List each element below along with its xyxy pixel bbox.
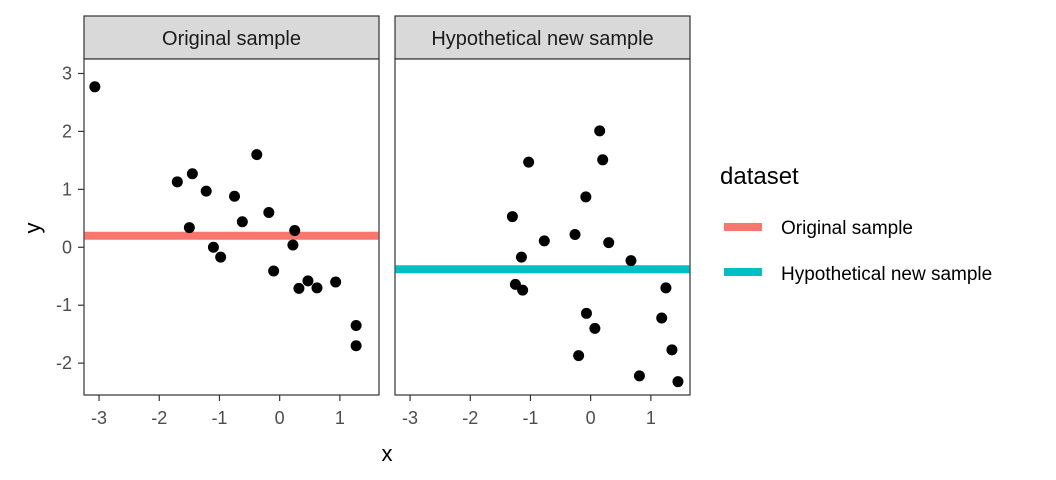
data-point — [656, 312, 668, 324]
data-point — [207, 241, 219, 253]
data-point — [573, 350, 585, 362]
panel-border — [394, 58, 691, 396]
y-tick-label: -2 — [56, 353, 72, 373]
data-point — [506, 211, 518, 223]
data-point — [311, 282, 323, 294]
data-point — [515, 251, 527, 263]
strip-background — [83, 15, 380, 60]
x-tick-label: -1 — [211, 408, 227, 428]
data-point — [289, 224, 301, 236]
data-point — [597, 154, 609, 166]
data-point — [183, 222, 195, 234]
data-point — [594, 125, 606, 137]
data-point — [523, 156, 535, 168]
y-tick-label: 0 — [62, 237, 72, 257]
panel-original: Original sample — [83, 15, 380, 396]
x-tick-label: -3 — [91, 408, 107, 428]
y-axis-title: y — [20, 223, 45, 234]
panel-hypothetical: Hypothetical new sample — [394, 15, 691, 396]
data-point — [229, 190, 241, 202]
x-axis-panel-2: -3 -2 -1 0 1 — [402, 395, 656, 428]
y-tick-label: 1 — [62, 179, 72, 199]
data-point — [236, 216, 248, 228]
x-tick-label: -1 — [522, 408, 538, 428]
x-axis-panel-1: -3 -2 -1 0 1 — [91, 395, 345, 428]
x-tick-label: 0 — [275, 408, 285, 428]
data-point — [200, 185, 212, 197]
legend-key-original — [724, 223, 762, 231]
x-tick-label: 0 — [586, 408, 596, 428]
data-point — [287, 239, 299, 251]
data-point — [350, 340, 362, 352]
data-point — [251, 149, 263, 161]
data-point — [302, 275, 314, 287]
x-tick-label: -2 — [151, 408, 167, 428]
data-point — [268, 265, 280, 277]
data-point — [603, 237, 615, 249]
strip-label: Hypothetical new sample — [431, 28, 653, 50]
strip-background — [394, 15, 691, 60]
x-tick-label: 1 — [646, 408, 656, 428]
legend: dataset Original sample Hypothetical new… — [720, 163, 992, 285]
data-point — [633, 370, 645, 382]
x-tick-label: -3 — [402, 408, 418, 428]
data-point — [171, 176, 183, 188]
data-point — [517, 284, 529, 296]
y-axis: -2 -1 0 1 2 3 — [56, 63, 84, 373]
x-tick-label: -2 — [462, 408, 478, 428]
data-point — [569, 229, 581, 241]
y-tick-label: -1 — [56, 295, 72, 315]
data-point — [215, 251, 227, 263]
data-point — [263, 207, 275, 219]
strip-label: Original sample — [162, 28, 301, 50]
data-point — [666, 344, 678, 356]
data-point — [350, 319, 362, 331]
legend-label-original: Original sample — [781, 218, 913, 239]
legend-key-hypothetical — [724, 268, 762, 276]
legend-title: dataset — [720, 163, 799, 190]
data-point — [580, 307, 592, 319]
data-point — [293, 282, 305, 294]
data-point — [625, 255, 637, 267]
x-tick-label: 1 — [335, 408, 345, 428]
y-tick-label: 2 — [62, 121, 72, 141]
data-point — [538, 235, 550, 247]
data-point — [672, 376, 684, 388]
data-point — [589, 322, 601, 334]
x-axis-title: x — [382, 441, 393, 466]
y-tick-label: 3 — [62, 63, 72, 83]
data-point — [580, 191, 592, 203]
panel-border — [83, 58, 380, 396]
data-point — [186, 168, 198, 180]
data-point — [89, 81, 101, 93]
data-point — [330, 276, 342, 288]
legend-label-hypothetical: Hypothetical new sample — [781, 264, 992, 285]
data-point — [660, 282, 672, 294]
